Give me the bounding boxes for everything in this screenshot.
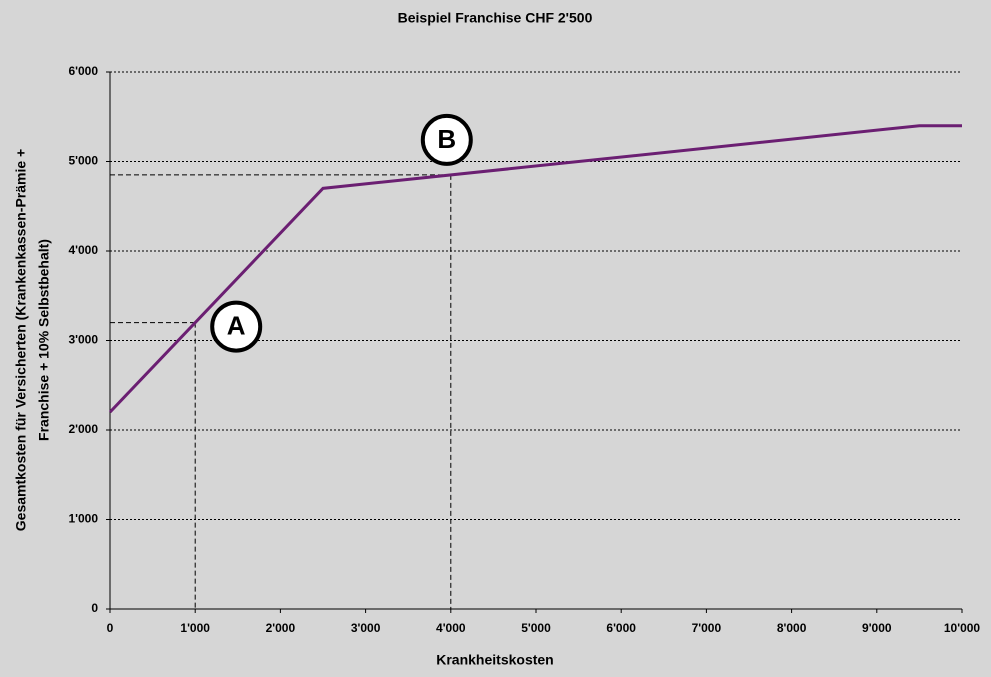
x-tick-label: 1'000 xyxy=(180,621,210,635)
y-tick-label: 6'000 xyxy=(68,64,98,78)
x-tick-label: 7'000 xyxy=(692,621,722,635)
annotation-label: A xyxy=(227,310,246,340)
y-tick-label: 5'000 xyxy=(68,154,98,168)
x-tick-label: 2'000 xyxy=(266,621,296,635)
annotation-circle xyxy=(210,300,263,353)
annotation-circle xyxy=(420,113,473,166)
y-tick-label: 3'000 xyxy=(68,333,98,347)
y-tick-label: 4'000 xyxy=(68,243,98,257)
data-line xyxy=(108,124,962,414)
x-tick-label: 8'000 xyxy=(777,621,807,635)
x-tick-label: 5'000 xyxy=(521,621,551,635)
annotation-label: B xyxy=(437,124,456,154)
x-tick-label: 3'000 xyxy=(351,621,381,635)
x-tick-label: 4'000 xyxy=(436,621,466,635)
x-tick-label: 6'000 xyxy=(606,621,636,635)
x-tick-label: 10'000 xyxy=(944,621,981,635)
x-tick-label: 0 xyxy=(107,621,114,635)
y-axis-label: Gesamtkosten für Versicherten (Krankenka… xyxy=(13,149,29,531)
y-tick-label: 2'000 xyxy=(68,422,98,436)
y-tick-label: 1'000 xyxy=(68,512,98,526)
x-tick-label: 9'000 xyxy=(862,621,892,635)
chart-title: Beispiel Franchise CHF 2'500 xyxy=(398,10,593,26)
x-axis-label: Krankheitskosten xyxy=(436,652,553,668)
y-axis-label: Franchise + 10% Selbstbehalt) xyxy=(36,239,52,441)
y-tick-label: 0 xyxy=(91,601,98,615)
